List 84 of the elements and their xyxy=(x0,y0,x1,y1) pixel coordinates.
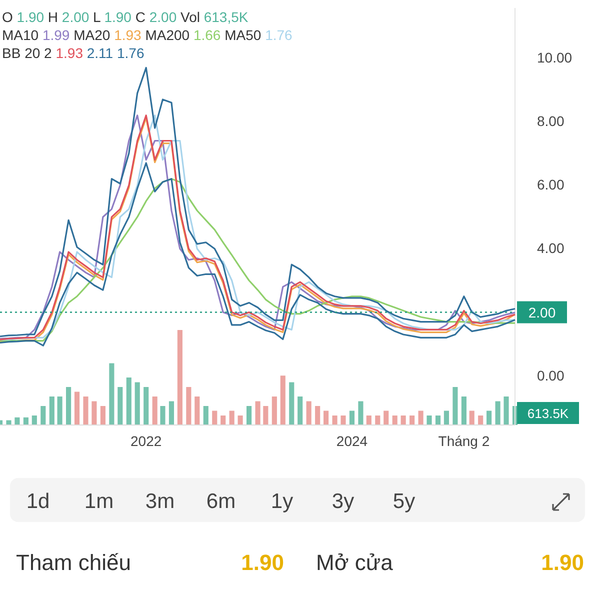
bar xyxy=(384,410,389,425)
bar xyxy=(66,387,72,425)
x-tick-label: Tháng 2 xyxy=(438,433,490,450)
bar xyxy=(74,392,80,425)
annotation: MA10 1.99 MA20 1.93 MA200 1.66 MA50 1.76 xyxy=(2,27,293,43)
x-tick-label: 2024 xyxy=(336,433,368,450)
bar xyxy=(83,396,88,425)
bar xyxy=(340,416,346,425)
bar xyxy=(203,406,208,425)
bar xyxy=(349,410,355,425)
bar xyxy=(410,416,415,425)
bar xyxy=(324,410,329,425)
text: O 1.90 H 2.00 L 1.90 C 2.00 Vol 613,5K xyxy=(2,9,248,25)
bar xyxy=(306,401,312,425)
category-label: 3y xyxy=(332,490,355,513)
bar xyxy=(152,396,158,425)
bar xyxy=(92,401,97,425)
bar xyxy=(366,416,372,425)
bar xyxy=(289,382,294,425)
text: 1.90 xyxy=(541,550,584,575)
bar xyxy=(32,416,37,425)
y-tick-label: 10.00 xyxy=(537,50,572,66)
bar xyxy=(358,401,364,425)
bar xyxy=(392,416,398,425)
bar xyxy=(444,410,449,425)
bar xyxy=(486,410,492,425)
bar xyxy=(452,387,458,425)
bar xyxy=(255,401,260,425)
bar xyxy=(118,387,123,425)
text: 1.90 xyxy=(241,550,284,575)
bar xyxy=(238,416,243,425)
y-tick-label: 4.00 xyxy=(537,240,564,256)
bar xyxy=(272,396,277,425)
bar xyxy=(263,406,268,425)
annotation: BB 20 2 1.93 2.11 1.76 xyxy=(2,45,144,61)
line-series xyxy=(0,66,516,338)
bar xyxy=(298,396,303,425)
bar xyxy=(435,416,441,425)
bar xyxy=(315,406,320,425)
bar xyxy=(186,387,192,425)
bar xyxy=(246,406,252,425)
bar xyxy=(57,396,62,425)
bar xyxy=(23,417,28,425)
category-label: 6m xyxy=(206,490,236,513)
bar xyxy=(40,406,46,425)
category-label: 1y xyxy=(270,490,294,513)
bar xyxy=(160,406,166,425)
bar xyxy=(280,376,286,425)
bar xyxy=(418,410,424,425)
bar xyxy=(478,416,484,425)
bar xyxy=(144,387,149,425)
bar xyxy=(469,410,474,425)
category-label: 5y xyxy=(392,490,416,513)
ref-line-label: 2.00 xyxy=(528,304,556,320)
bar xyxy=(14,417,20,425)
bar xyxy=(177,330,182,425)
bar xyxy=(100,406,106,425)
bar xyxy=(109,363,114,425)
bar xyxy=(332,416,338,425)
bar xyxy=(229,410,234,425)
bar xyxy=(126,378,132,425)
bar xyxy=(495,401,500,425)
x-tick-label: 2022 xyxy=(130,433,162,450)
bar xyxy=(220,416,226,425)
bar xyxy=(461,396,466,425)
y-tick-label: 8.00 xyxy=(537,113,564,130)
category-label: 3m xyxy=(145,490,175,513)
bar xyxy=(6,420,12,425)
bar xyxy=(212,410,218,425)
bar xyxy=(400,416,406,425)
category-label: 1d xyxy=(26,490,50,513)
y-tick-label: 0.00 xyxy=(537,367,564,384)
bar xyxy=(168,401,174,425)
text: Mở cửa xyxy=(316,550,394,575)
bar xyxy=(194,396,200,425)
text: 613.5K xyxy=(527,406,569,421)
bar xyxy=(504,396,509,425)
category-label: 1m xyxy=(84,490,114,513)
bar xyxy=(375,416,380,425)
text: Tham chiếu xyxy=(16,550,131,575)
bar xyxy=(49,396,54,425)
bar xyxy=(134,382,140,425)
bar xyxy=(426,416,432,425)
y-tick-label: 6.00 xyxy=(537,176,564,193)
